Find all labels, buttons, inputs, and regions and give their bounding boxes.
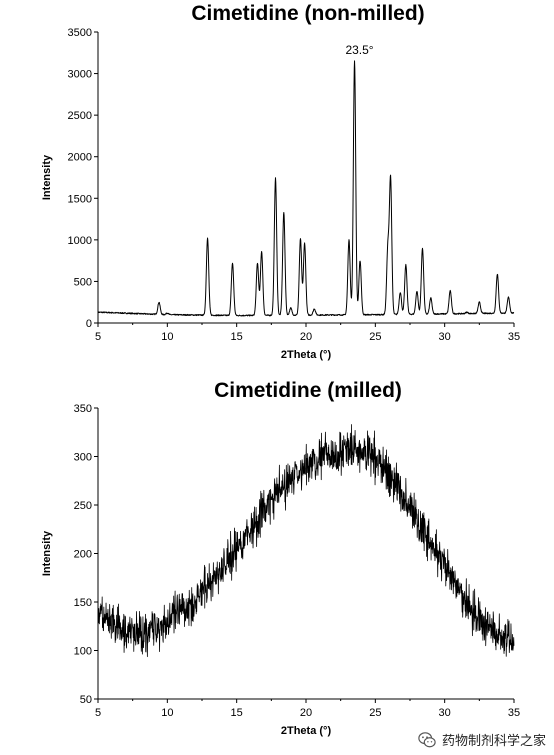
y-tick-label: 300 — [74, 452, 92, 464]
y-tick-label: 1500 — [68, 193, 92, 205]
x-tick-label: 15 — [231, 707, 243, 719]
y-tick-label: 500 — [74, 276, 92, 288]
y-tick-label: 150 — [74, 597, 92, 609]
watermark: 药物制剂科学之家 — [418, 730, 546, 749]
chart-title: Cimetidine (milled) — [214, 379, 402, 402]
x-tick-label: 35 — [508, 331, 520, 343]
x-tick-label: 20 — [300, 707, 312, 719]
y-tick-label: 2500 — [68, 110, 92, 122]
x-axis-label: 2Theta (°) — [281, 725, 332, 737]
watermark-text: 药物制剂科学之家 — [441, 734, 546, 749]
y-tick-label: 50 — [80, 694, 92, 706]
y-tick-label: 100 — [74, 646, 92, 658]
y-axis-label: Intensity — [41, 530, 53, 576]
y-tick-label: 200 — [74, 549, 92, 561]
y-tick-label: 2000 — [68, 152, 92, 164]
series-line — [97, 424, 515, 658]
peak-annotation: 23.5° — [345, 43, 373, 57]
y-tick-label: 1000 — [68, 235, 92, 247]
x-axis-label: 2Theta (°) — [281, 349, 332, 361]
chart-non-milled: Cimetidine (non-milled) 5 10 15 20 25 30 35 0 500… — [41, 2, 520, 361]
y-tick-label: 0 — [86, 318, 92, 330]
y-tick-label: 250 — [74, 500, 92, 512]
x-tick-label: 25 — [369, 707, 381, 719]
x-tick-label: 20 — [300, 331, 312, 343]
x-tick-label: 15 — [231, 331, 243, 343]
x-tick-label: 35 — [508, 707, 520, 719]
x-tick-label: 25 — [369, 331, 381, 343]
x-tick-label: 10 — [161, 331, 173, 343]
x-tick-label: 10 — [161, 707, 173, 719]
wechat-icon — [418, 731, 436, 747]
x-tick-label: 5 — [95, 707, 101, 719]
y-tick-label: 3000 — [68, 69, 92, 81]
y-axis-label: Intensity — [41, 154, 53, 200]
chart-title: Cimetidine (non-milled) — [191, 2, 424, 25]
chart-milled: Cimetidine (milled) 5 10 15 20 25 30 35 50 100 150… — [41, 379, 520, 737]
x-tick-label: 30 — [439, 707, 451, 719]
series-line — [97, 60, 515, 317]
y-tick-label: 350 — [74, 403, 92, 415]
y-tick-label: 3500 — [68, 27, 92, 39]
x-tick-label: 5 — [95, 331, 101, 343]
x-tick-label: 30 — [439, 331, 451, 343]
